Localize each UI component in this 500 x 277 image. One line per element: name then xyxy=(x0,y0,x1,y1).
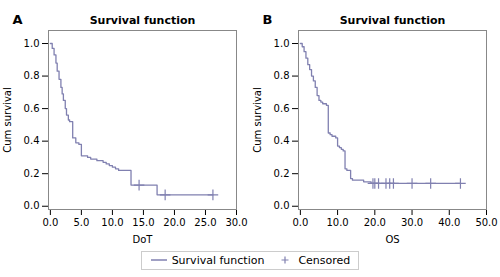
svg-text:30.0: 30.0 xyxy=(401,217,423,228)
svg-text:1.0: 1.0 xyxy=(274,38,290,49)
html-text:Censored: Censored xyxy=(298,253,351,267)
svg-text:0.6: 0.6 xyxy=(274,103,290,114)
svg-text:25.0: 25.0 xyxy=(194,217,216,228)
svg-text:15.0: 15.0 xyxy=(132,217,154,228)
html-text:Survival function: Survival function xyxy=(171,253,265,267)
svg-text:0.0: 0.0 xyxy=(274,200,290,211)
svg-text:30.0: 30.0 xyxy=(225,217,247,228)
svg-text:0.0: 0.0 xyxy=(24,200,40,211)
svg-text:20.0: 20.0 xyxy=(364,217,386,228)
svg-text:Survival function: Survival function xyxy=(90,14,196,27)
svg-text:OS: OS xyxy=(385,234,399,245)
svg-text:0.4: 0.4 xyxy=(274,135,290,146)
svg-text:Cum survival: Cum survival xyxy=(252,87,263,152)
svg-text:10.0: 10.0 xyxy=(101,217,123,228)
svg-text:40.0: 40.0 xyxy=(438,217,460,228)
svg-text:0.0: 0.0 xyxy=(42,217,58,228)
svg-text:Cum survival: Cum survival xyxy=(2,87,13,152)
svg-text:DoT: DoT xyxy=(133,234,154,245)
svg-text:0.8: 0.8 xyxy=(274,70,290,81)
svg-text:0.2: 0.2 xyxy=(24,168,40,179)
svg-text:0.6: 0.6 xyxy=(24,103,40,114)
svg-text:10.0: 10.0 xyxy=(326,217,348,228)
svg-text:0.0: 0.0 xyxy=(292,217,308,228)
svg-text:1.0: 1.0 xyxy=(24,38,40,49)
svg-text:20.0: 20.0 xyxy=(163,217,185,228)
svg-text:5.0: 5.0 xyxy=(73,217,89,228)
svg-text:50.0: 50.0 xyxy=(475,217,497,228)
svg-text:0.8: 0.8 xyxy=(24,70,40,81)
svg-text:A: A xyxy=(13,12,23,27)
svg-text:Survival function: Survival function xyxy=(340,14,446,27)
svg-text:0.4: 0.4 xyxy=(24,135,40,146)
svg-text:B: B xyxy=(263,12,273,27)
svg-text:0.2: 0.2 xyxy=(274,168,290,179)
